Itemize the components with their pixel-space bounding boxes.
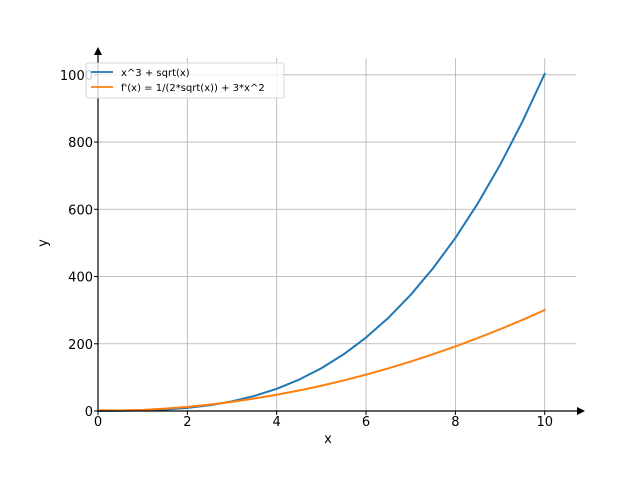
x-axis-arrow-icon (577, 407, 585, 415)
y-tick-label-3: 600 (68, 203, 93, 218)
y-tick-label-4: 800 (68, 136, 93, 151)
x-ticks: 0 2 4 6 8 10 (94, 411, 553, 430)
x-tick-label-2: 4 (273, 415, 281, 430)
legend-label-0: x^3 + sqrt(x) (121, 68, 190, 79)
y-ticks: 0 200 400 600 800 1000 (60, 69, 98, 420)
y-tick-label-2: 400 (68, 271, 93, 286)
y-tick-label-1: 200 (68, 338, 93, 353)
y-axis-arrow-icon (94, 47, 102, 55)
legend-box (85, 62, 285, 99)
x-tick-label-4: 8 (451, 415, 459, 430)
series-line-1 (99, 309, 546, 412)
legend: x^3 + sqrt(x) f'(x) = 1/(2*sqrt(x)) + 3*… (85, 62, 285, 99)
y-tick-label-5: 1000 (60, 69, 93, 84)
legend-label-1: f'(x) = 1/(2*sqrt(x)) + 3*x^2 (121, 83, 265, 94)
series-line-0 (97, 72, 546, 412)
series-lines (97, 72, 546, 412)
x-tick-label-0: 0 (94, 415, 102, 430)
y-axis-label: y (36, 239, 51, 247)
axes (94, 47, 585, 415)
x-axis-label: x (324, 432, 332, 447)
x-tick-label-5: 10 (536, 415, 553, 430)
x-tick-label-3: 6 (362, 415, 370, 430)
y-tick-label-0: 0 (85, 405, 93, 420)
x-tick-label-1: 2 (183, 415, 191, 430)
